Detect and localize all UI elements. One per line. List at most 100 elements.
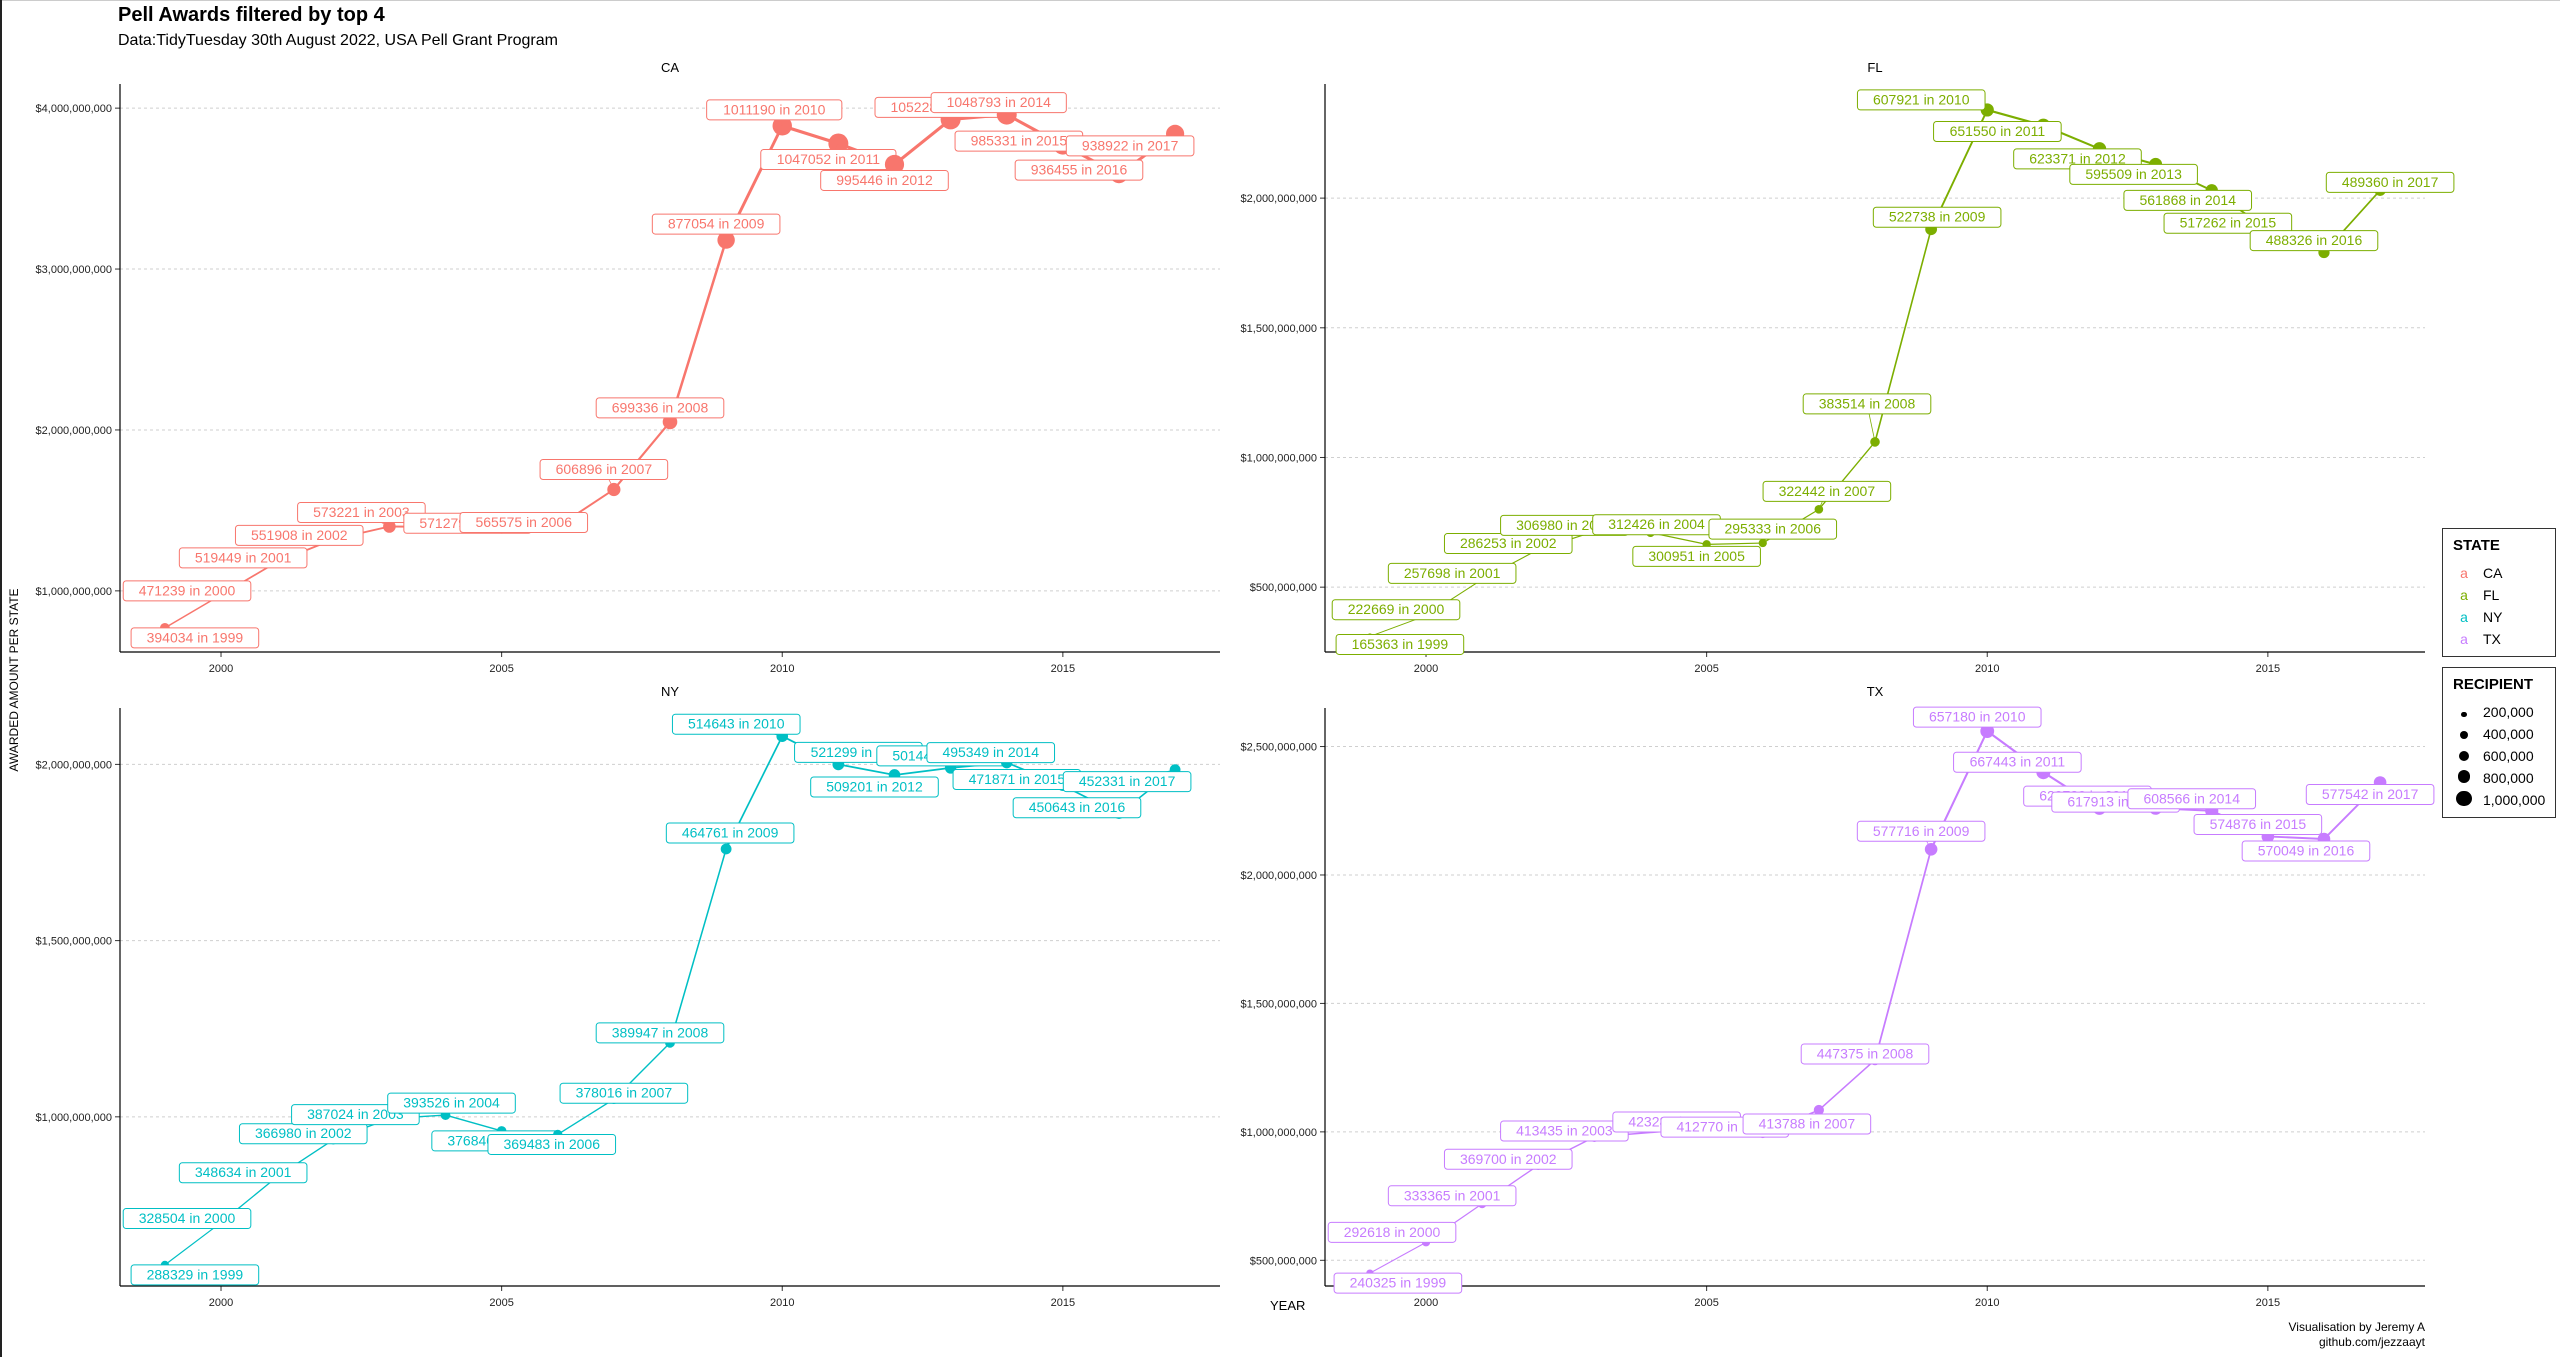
label-box bbox=[130, 627, 260, 649]
label-text: 383514 in 2008 bbox=[1819, 395, 1916, 411]
label-box bbox=[1335, 633, 1465, 655]
x-tick-label: 2000 bbox=[209, 663, 233, 675]
y-tick-label: $1,000,000,000 bbox=[36, 586, 112, 598]
label-text: 288329 in 1999 bbox=[147, 1266, 244, 1282]
data-label-ca-2008: 699336 in 2008 bbox=[595, 397, 725, 423]
label-text: 413435 in 2003 bbox=[1516, 1123, 1613, 1139]
label-text: 328504 in 2000 bbox=[139, 1210, 236, 1226]
label-box bbox=[595, 1022, 725, 1044]
label-text: 1011190 in 2010 bbox=[723, 101, 825, 117]
label-text: 369700 in 2002 bbox=[1460, 1151, 1557, 1167]
data-label-ca-2006: 565575 in 2006 bbox=[459, 511, 589, 533]
x-tick-label: 2015 bbox=[1051, 1297, 1075, 1309]
data-label-fl-2014: 561868 in 2014 bbox=[2123, 189, 2253, 211]
data-point-fl-2008 bbox=[1870, 437, 1880, 447]
label-text: 565575 in 2006 bbox=[475, 514, 572, 530]
x-tick-label: 2000 bbox=[1414, 1297, 1438, 1309]
y-tick-label: $1,000,000,000 bbox=[1241, 452, 1317, 464]
legend: STATE a CA a FL a NY a TX RECIPIENT 200,000 400,… bbox=[2442, 528, 2557, 828]
label-box bbox=[539, 458, 669, 480]
label-box bbox=[2325, 171, 2455, 193]
label-box bbox=[178, 1162, 308, 1184]
y-tick-label: $2,000,000,000 bbox=[36, 759, 112, 771]
label-box bbox=[2069, 163, 2198, 185]
label-text: 295333 in 2006 bbox=[1724, 521, 1821, 537]
data-label-fl-2012: 623371 in 2012 bbox=[2013, 148, 2142, 170]
label-text: 452331 in 2017 bbox=[1079, 773, 1176, 789]
y-tick-label: $3,000,000,000 bbox=[36, 264, 112, 276]
caption: Visualisation by Jeremy A github.com/jez… bbox=[2288, 1320, 2425, 1350]
label-box bbox=[1856, 89, 1986, 111]
data-point-fl-2007 bbox=[1814, 505, 1824, 514]
data-label-fl-2017: 489360 in 2017 bbox=[2325, 171, 2455, 193]
size-legend-item: 600,000 bbox=[2453, 745, 2545, 767]
label-box bbox=[1065, 135, 1195, 157]
data-label-fl-2016: 488326 in 2016 bbox=[2249, 230, 2379, 253]
label-text: 985331 in 2015 bbox=[971, 133, 1068, 149]
label-text: 573221 in 2003 bbox=[313, 504, 410, 520]
label-text: 667443 in 2011 bbox=[1970, 754, 2066, 770]
label-box bbox=[1012, 797, 1142, 819]
label-box bbox=[1872, 206, 2002, 228]
data-label-tx-2008: 447375 in 2008 bbox=[1800, 1043, 1930, 1065]
label-text: 522738 in 2009 bbox=[1889, 209, 1986, 225]
y-tick-label: $2,000,000,000 bbox=[36, 425, 112, 437]
label-text: 450643 in 2016 bbox=[1029, 799, 1126, 815]
data-label-ca-2009: 877054 in 2009 bbox=[651, 213, 781, 241]
label-box bbox=[1387, 1185, 1517, 1207]
label-box bbox=[1327, 1221, 1457, 1243]
data-label-tx-2011: 667443 in 2011 bbox=[1953, 751, 2082, 773]
label-text: 300951 in 2005 bbox=[1648, 548, 1745, 564]
label-text: 1048793 in 2014 bbox=[947, 94, 1052, 110]
label-text: 938922 in 2017 bbox=[1082, 137, 1179, 153]
data-label-tx-2007: 413788 in 2007 bbox=[1742, 1109, 1872, 1135]
y-tick-label: $1,000,000,000 bbox=[36, 1112, 112, 1124]
size-legend-item: 800,000 bbox=[2453, 767, 2545, 789]
label-box bbox=[651, 213, 781, 235]
label-text: 369483 in 2006 bbox=[503, 1136, 600, 1152]
label-text: 519449 in 2001 bbox=[195, 549, 292, 565]
x-tick-label: 2005 bbox=[1694, 1297, 1718, 1309]
label-text: 551908 in 2002 bbox=[251, 527, 348, 543]
series-line-segment bbox=[892, 117, 953, 167]
label-box bbox=[2127, 788, 2257, 810]
label-text: 595509 in 2013 bbox=[2085, 166, 2182, 182]
data-label-ny-2001: 348634 in 2001 bbox=[178, 1162, 308, 1184]
label-text: 413788 in 2007 bbox=[1759, 1116, 1856, 1132]
data-label-fl-2011: 651550 in 2011 bbox=[1933, 120, 2062, 142]
label-box bbox=[2241, 840, 2371, 862]
label-box bbox=[2305, 783, 2435, 805]
state-legend-item-tx: a TX bbox=[2453, 628, 2545, 650]
state-legend-item-ca: a CA bbox=[2453, 562, 2545, 584]
label-box bbox=[387, 1092, 516, 1114]
data-label-ca-2012: 995446 in 2012 bbox=[820, 164, 949, 191]
state-legend: STATE a CA a FL a NY a TX bbox=[2442, 528, 2557, 657]
label-text: 509201 in 2012 bbox=[826, 778, 923, 794]
legend-size-key bbox=[2453, 790, 2475, 809]
label-box bbox=[1331, 599, 1461, 621]
legend-label: 600,000 bbox=[2483, 748, 2534, 764]
label-text: 489360 in 2017 bbox=[2342, 174, 2439, 190]
label-text: 1047052 in 2011 bbox=[777, 151, 880, 167]
data-label-ca-2001: 519449 in 2001 bbox=[178, 547, 308, 569]
data-label-fl-2002: 286253 in 2002 bbox=[1443, 533, 1573, 555]
data-label-ny-2014: 495349 in 2014 bbox=[926, 742, 1056, 764]
label-text: 606896 in 2007 bbox=[556, 461, 653, 477]
x-tick-label: 2010 bbox=[770, 1297, 794, 1309]
label-text: 464761 in 2009 bbox=[682, 824, 779, 840]
data-label-fl-2010: 607921 in 2010 bbox=[1856, 89, 1988, 111]
data-label-ny-2008: 389947 in 2008 bbox=[595, 1022, 725, 1044]
data-label-tx-2017: 577542 in 2017 bbox=[2305, 782, 2435, 805]
recipient-legend: RECIPIENT 200,000 400,000 600,000 800,000 1,… bbox=[2442, 667, 2557, 818]
data-label-ny-2000: 328504 in 2000 bbox=[122, 1208, 252, 1230]
data-label-fl-2006: 295333 in 2006 bbox=[1708, 518, 1838, 544]
label-box bbox=[1062, 771, 1192, 793]
legend-label: TX bbox=[2483, 631, 2501, 647]
legend-label: 400,000 bbox=[2483, 726, 2534, 742]
data-label-ca-2002: 551908 in 2002 bbox=[234, 524, 364, 546]
label-box bbox=[1933, 120, 2062, 142]
label-text: 514643 in 2010 bbox=[688, 716, 785, 732]
label-box bbox=[706, 99, 843, 121]
label-text: 995446 in 2012 bbox=[836, 172, 933, 188]
data-label-ca-2011: 1047052 in 2011 bbox=[760, 143, 897, 171]
